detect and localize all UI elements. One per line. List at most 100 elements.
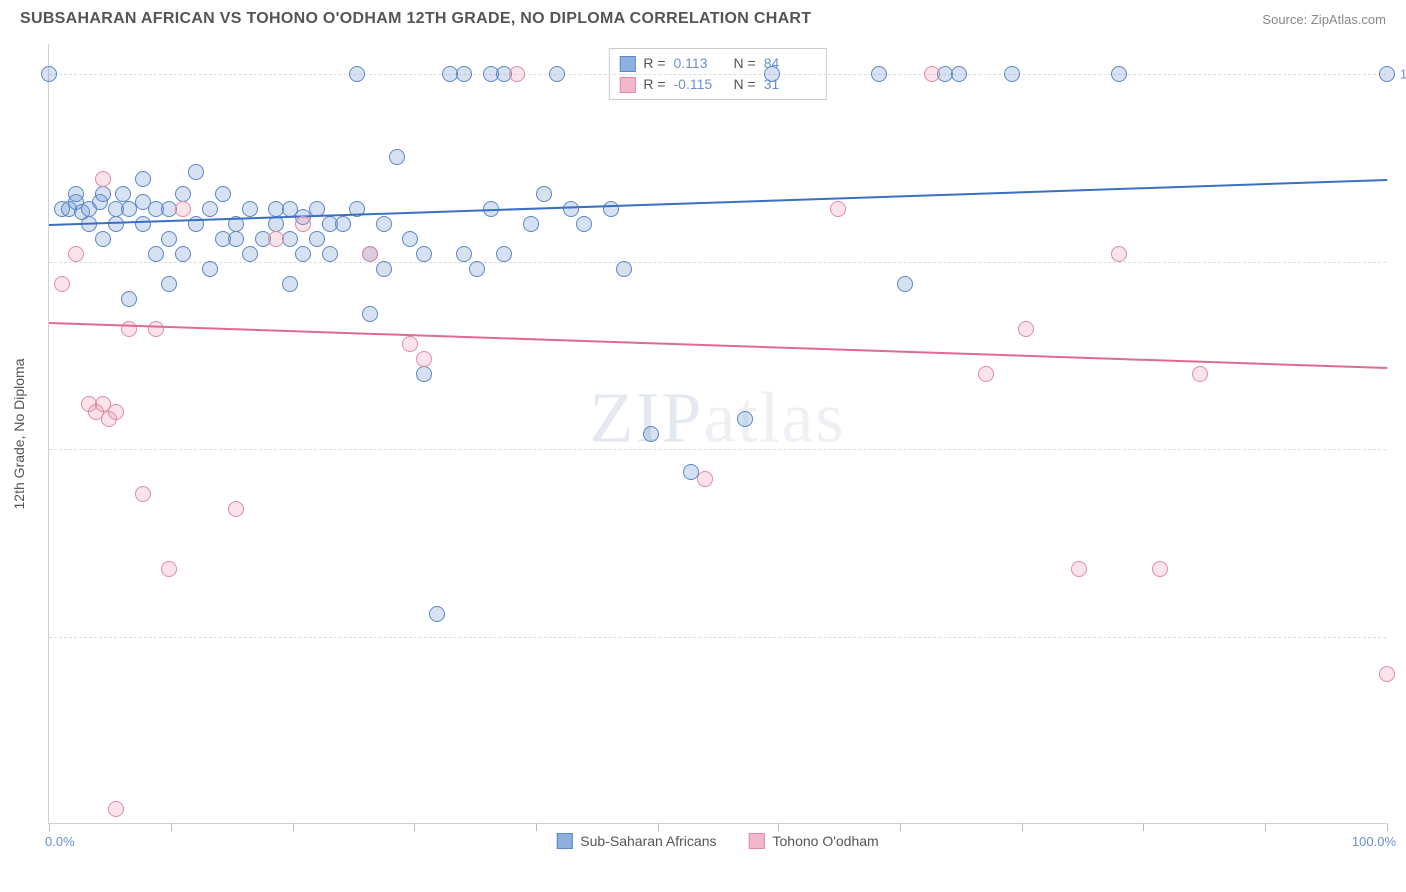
data-point bbox=[376, 261, 392, 277]
data-point bbox=[121, 291, 137, 307]
data-point bbox=[509, 66, 525, 82]
r-value-a: 0.113 bbox=[674, 53, 726, 74]
data-point bbox=[202, 201, 218, 217]
scatter-chart: 12th Grade, No Diploma ZIPatlas R = 0.11… bbox=[48, 44, 1386, 824]
data-point bbox=[95, 171, 111, 187]
data-point bbox=[549, 66, 565, 82]
x-tick bbox=[414, 823, 415, 831]
gridline-h bbox=[49, 74, 1386, 75]
data-point bbox=[68, 186, 84, 202]
data-point bbox=[1004, 66, 1020, 82]
legend-item-b: Tohono O'odham bbox=[749, 833, 879, 849]
data-point bbox=[68, 246, 84, 262]
data-point bbox=[161, 231, 177, 247]
data-point bbox=[175, 246, 191, 262]
x-tick bbox=[49, 823, 50, 831]
chart-title: SUBSAHARAN AFRICAN VS TOHONO O'ODHAM 12T… bbox=[20, 10, 811, 28]
y-axis-title: 12th Grade, No Diploma bbox=[11, 358, 27, 509]
data-point bbox=[536, 186, 552, 202]
gridline-h bbox=[49, 637, 1386, 638]
data-point bbox=[108, 404, 124, 420]
data-point bbox=[456, 246, 472, 262]
data-point bbox=[576, 216, 592, 232]
data-point bbox=[108, 801, 124, 817]
data-point bbox=[416, 366, 432, 382]
data-point bbox=[161, 561, 177, 577]
data-point bbox=[1111, 246, 1127, 262]
legend-swatch-b-icon bbox=[749, 833, 765, 849]
legend-label-a: Sub-Saharan Africans bbox=[580, 833, 716, 849]
x-tick bbox=[778, 823, 779, 831]
data-point bbox=[469, 261, 485, 277]
data-point bbox=[268, 231, 284, 247]
data-point bbox=[978, 366, 994, 382]
data-point bbox=[416, 246, 432, 262]
data-point bbox=[135, 486, 151, 502]
data-point bbox=[402, 231, 418, 247]
swatch-b-icon bbox=[619, 77, 635, 93]
y-tick-label: 100.0% bbox=[1400, 67, 1406, 82]
data-point bbox=[115, 186, 131, 202]
data-point bbox=[41, 66, 57, 82]
legend-item-a: Sub-Saharan Africans bbox=[556, 833, 716, 849]
data-point bbox=[54, 276, 70, 292]
data-point bbox=[322, 246, 338, 262]
data-point bbox=[1018, 321, 1034, 337]
data-point bbox=[242, 246, 258, 262]
data-point bbox=[349, 66, 365, 82]
data-point bbox=[456, 66, 472, 82]
legend: Sub-Saharan Africans Tohono O'odham bbox=[556, 833, 878, 849]
x-tick bbox=[536, 823, 537, 831]
source-link[interactable]: ZipAtlas.com bbox=[1311, 12, 1386, 27]
data-point bbox=[523, 216, 539, 232]
data-point bbox=[188, 164, 204, 180]
gridline-h bbox=[49, 449, 1386, 450]
trend-line bbox=[49, 322, 1387, 369]
watermark: ZIPatlas bbox=[590, 376, 846, 459]
legend-swatch-a-icon bbox=[556, 833, 572, 849]
data-point bbox=[376, 216, 392, 232]
data-point bbox=[1192, 366, 1208, 382]
data-point bbox=[951, 66, 967, 82]
data-point bbox=[95, 186, 111, 202]
data-point bbox=[309, 231, 325, 247]
data-point bbox=[402, 336, 418, 352]
x-axis-min-label: 0.0% bbox=[45, 834, 75, 849]
data-point bbox=[1379, 66, 1395, 82]
r-value-b: -0.115 bbox=[674, 74, 726, 95]
data-point bbox=[429, 606, 445, 622]
x-tick bbox=[293, 823, 294, 831]
data-point bbox=[121, 321, 137, 337]
data-point bbox=[161, 276, 177, 292]
x-tick bbox=[1022, 823, 1023, 831]
data-point bbox=[764, 66, 780, 82]
data-point bbox=[1152, 561, 1168, 577]
x-tick bbox=[658, 823, 659, 831]
legend-label-b: Tohono O'odham bbox=[773, 833, 879, 849]
data-point bbox=[362, 246, 378, 262]
data-point bbox=[175, 186, 191, 202]
x-tick bbox=[1387, 823, 1388, 831]
x-tick bbox=[1143, 823, 1144, 831]
data-point bbox=[643, 426, 659, 442]
x-tick bbox=[1265, 823, 1266, 831]
swatch-a-icon bbox=[619, 56, 635, 72]
stats-row-b: R = -0.115 N = 31 bbox=[619, 74, 815, 95]
data-point bbox=[416, 351, 432, 367]
data-point bbox=[897, 276, 913, 292]
data-point bbox=[737, 411, 753, 427]
data-point bbox=[830, 201, 846, 217]
data-point bbox=[362, 306, 378, 322]
data-point bbox=[295, 216, 311, 232]
data-point bbox=[616, 261, 632, 277]
chart-header: SUBSAHARAN AFRICAN VS TOHONO O'ODHAM 12T… bbox=[0, 0, 1406, 36]
x-tick bbox=[900, 823, 901, 831]
x-tick bbox=[171, 823, 172, 831]
data-point bbox=[496, 246, 512, 262]
data-point bbox=[135, 216, 151, 232]
stats-row-a: R = 0.113 N = 84 bbox=[619, 53, 815, 74]
data-point bbox=[202, 261, 218, 277]
data-point bbox=[563, 201, 579, 217]
source-label: Source: ZipAtlas.com bbox=[1262, 12, 1386, 27]
data-point bbox=[148, 246, 164, 262]
